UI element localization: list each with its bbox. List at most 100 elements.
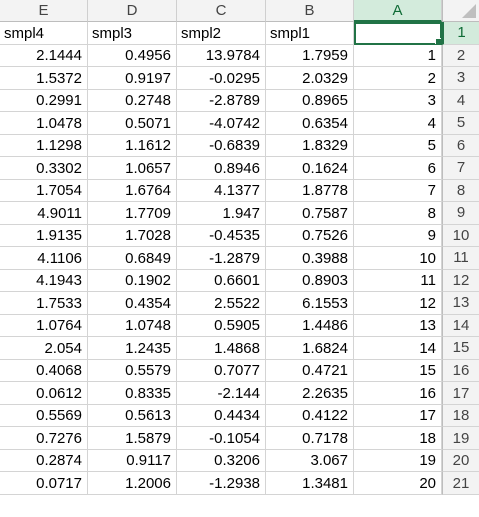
cell-d1[interactable]: smpl3 (88, 22, 177, 45)
cell-e5[interactable]: 1.0478 (0, 112, 88, 135)
cell-c15[interactable]: 1.4868 (177, 337, 266, 360)
cell-d14[interactable]: 1.0748 (88, 314, 177, 338)
cell-c7[interactable]: 0.8946 (177, 157, 266, 180)
cell-b6[interactable]: 1.8329 (266, 134, 354, 158)
row-header-10[interactable]: 10 (442, 224, 479, 248)
cell-a11[interactable]: 10 (354, 247, 442, 270)
cell-e2[interactable]: 2.1444 (0, 44, 88, 68)
cell-d21[interactable]: 1.2006 (88, 472, 177, 495)
row-header-5[interactable]: 5 (442, 112, 479, 135)
row-header-20[interactable]: 20 (442, 449, 479, 473)
cell-d15[interactable]: 1.2435 (88, 337, 177, 360)
row-header-21[interactable]: 21 (442, 472, 479, 495)
row-header-11[interactable]: 11 (442, 247, 479, 270)
cell-b11[interactable]: 0.3988 (266, 247, 354, 270)
cell-a21[interactable]: 20 (354, 472, 442, 495)
row-header-6[interactable]: 6 (442, 134, 479, 158)
cell-b18[interactable]: 0.4122 (266, 404, 354, 428)
cell-c20[interactable]: 0.3206 (177, 449, 266, 473)
cell-b21[interactable]: 1.3481 (266, 472, 354, 495)
cell-b16[interactable]: 0.4721 (266, 359, 354, 383)
column-header-d[interactable]: D (88, 0, 177, 22)
cell-c11[interactable]: -1.2879 (177, 247, 266, 270)
cell-c19[interactable]: -0.1054 (177, 427, 266, 450)
cell-d17[interactable]: 0.8335 (88, 382, 177, 405)
cell-e11[interactable]: 4.1106 (0, 247, 88, 270)
cell-b4[interactable]: 0.8965 (266, 89, 354, 113)
cell-d12[interactable]: 0.1902 (88, 269, 177, 293)
cell-a7[interactable]: 6 (354, 157, 442, 180)
row-header-2[interactable]: 2 (442, 44, 479, 68)
cell-c17[interactable]: -2.144 (177, 382, 266, 405)
cell-c10[interactable]: -0.4535 (177, 224, 266, 248)
cell-c13[interactable]: 2.5522 (177, 292, 266, 315)
cell-a17[interactable]: 16 (354, 382, 442, 405)
cell-b2[interactable]: 1.7959 (266, 44, 354, 68)
cell-e20[interactable]: 0.2874 (0, 449, 88, 473)
cell-a20[interactable]: 19 (354, 449, 442, 473)
cell-d8[interactable]: 1.6764 (88, 179, 177, 203)
cell-e18[interactable]: 0.5569 (0, 404, 88, 428)
cell-b7[interactable]: 0.1624 (266, 157, 354, 180)
cell-e9[interactable]: 4.9011 (0, 202, 88, 225)
cell-b9[interactable]: 0.7587 (266, 202, 354, 225)
cell-a13[interactable]: 12 (354, 292, 442, 315)
cell-a16[interactable]: 15 (354, 359, 442, 383)
cell-c5[interactable]: -4.0742 (177, 112, 266, 135)
cell-d6[interactable]: 1.1612 (88, 134, 177, 158)
row-header-4[interactable]: 4 (442, 89, 479, 113)
cell-d3[interactable]: 0.9197 (88, 67, 177, 90)
cell-c6[interactable]: -0.6839 (177, 134, 266, 158)
cell-b8[interactable]: 1.8778 (266, 179, 354, 203)
column-header-e[interactable]: E (0, 0, 88, 22)
cell-a4[interactable]: 3 (354, 89, 442, 113)
row-header-7[interactable]: 7 (442, 157, 479, 180)
cell-b10[interactable]: 0.7526 (266, 224, 354, 248)
cell-e6[interactable]: 1.1298 (0, 134, 88, 158)
cell-c14[interactable]: 0.5905 (177, 314, 266, 338)
cell-b17[interactable]: 2.2635 (266, 382, 354, 405)
cell-b1[interactable]: smpl1 (266, 22, 354, 45)
cell-a3[interactable]: 2 (354, 67, 442, 90)
cell-a14[interactable]: 13 (354, 314, 442, 338)
row-header-18[interactable]: 18 (442, 404, 479, 428)
cell-d16[interactable]: 0.5579 (88, 359, 177, 383)
cell-c2[interactable]: 13.9784 (177, 44, 266, 68)
cell-e19[interactable]: 0.7276 (0, 427, 88, 450)
cell-b3[interactable]: 2.0329 (266, 67, 354, 90)
cell-e21[interactable]: 0.0717 (0, 472, 88, 495)
cell-e16[interactable]: 0.4068 (0, 359, 88, 383)
cell-a9[interactable]: 8 (354, 202, 442, 225)
row-header-1[interactable]: 1 (442, 22, 479, 45)
row-header-12[interactable]: 12 (442, 269, 479, 293)
cell-e4[interactable]: 0.2991 (0, 89, 88, 113)
cell-a15[interactable]: 14 (354, 337, 442, 360)
column-header-c[interactable]: C (177, 0, 266, 22)
row-header-16[interactable]: 16 (442, 359, 479, 383)
cell-b13[interactable]: 6.1553 (266, 292, 354, 315)
cell-d10[interactable]: 1.7028 (88, 224, 177, 248)
cell-b15[interactable]: 1.6824 (266, 337, 354, 360)
cell-e10[interactable]: 1.9135 (0, 224, 88, 248)
cell-c9[interactable]: 1.947 (177, 202, 266, 225)
cell-a8[interactable]: 7 (354, 179, 442, 203)
cell-c12[interactable]: 0.6601 (177, 269, 266, 293)
cell-e17[interactable]: 0.0612 (0, 382, 88, 405)
cell-d2[interactable]: 0.4956 (88, 44, 177, 68)
row-header-8[interactable]: 8 (442, 179, 479, 203)
cell-d5[interactable]: 0.5071 (88, 112, 177, 135)
cell-e15[interactable]: 2.054 (0, 337, 88, 360)
cell-d9[interactable]: 1.7709 (88, 202, 177, 225)
cell-e8[interactable]: 1.7054 (0, 179, 88, 203)
row-header-13[interactable]: 13 (442, 292, 479, 315)
cell-e12[interactable]: 4.1943 (0, 269, 88, 293)
cell-e3[interactable]: 1.5372 (0, 67, 88, 90)
cell-c16[interactable]: 0.7077 (177, 359, 266, 383)
cell-e14[interactable]: 1.0764 (0, 314, 88, 338)
cell-b14[interactable]: 1.4486 (266, 314, 354, 338)
cell-d11[interactable]: 0.6849 (88, 247, 177, 270)
row-header-14[interactable]: 14 (442, 314, 479, 338)
cell-d4[interactable]: 0.2748 (88, 89, 177, 113)
cell-b19[interactable]: 0.7178 (266, 427, 354, 450)
row-header-19[interactable]: 19 (442, 427, 479, 450)
